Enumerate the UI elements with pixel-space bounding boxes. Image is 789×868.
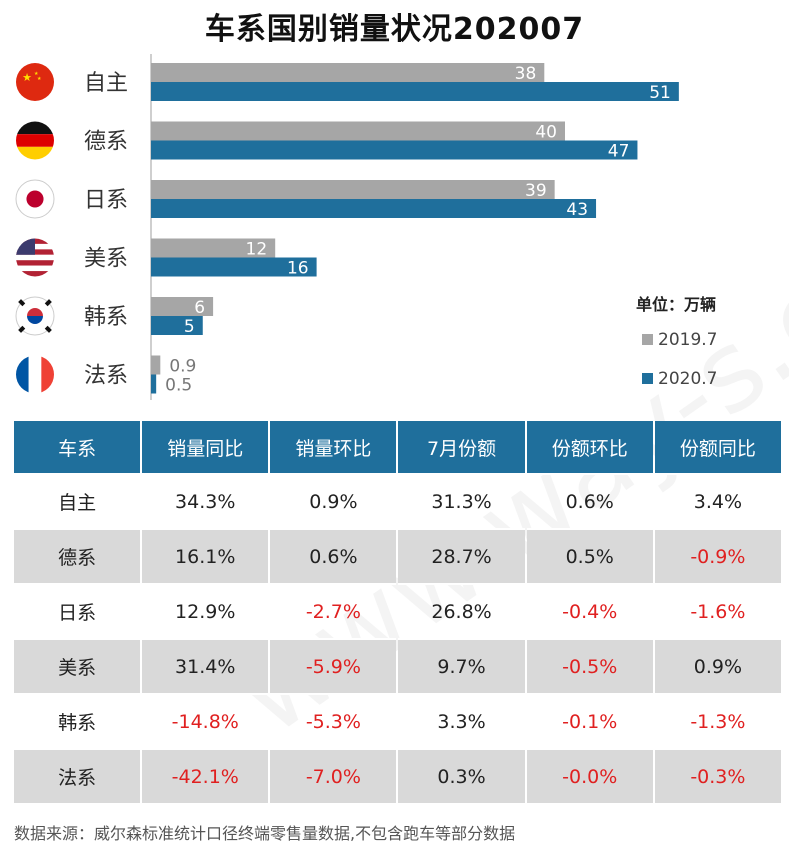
column-header: 销量环比 [270,421,397,473]
column-header: 车系 [14,421,141,473]
table-cell: 31.3% [398,473,525,528]
table-cell: -1.6% [654,583,781,638]
table-row: 美系 31.4% -5.9% 9.7% -0.5% 0.9% [14,638,781,693]
source-note: 数据来源：威尔森标准统计口径终端零售量数据,不包含跑车等部分数据 [14,824,516,843]
table-row: 自主 34.3% 0.9% 31.3% 0.6% 3.4% [14,473,781,528]
table-cell: 26.8% [398,583,525,638]
bar-2019-7 [151,238,276,258]
chart-title: 车系国别销量状况202007 [204,12,585,47]
table-cell: -0.0% [526,748,653,803]
table-cell: -2.7% [270,583,397,638]
table-cell: -0.9% [654,528,781,583]
table-header-row: 车系 销量同比 销量环比 7月份额 份额环比 份额同比 [14,421,781,473]
category-label: 自主 [84,71,128,96]
table-cell: 0.5% [526,528,653,583]
usa-flag-icon [16,238,54,277]
category-label: 德系 [84,130,128,155]
stats-table: 车系 销量同比 销量环比 7月份额 份额环比 份额同比 自主 34.3% 0.9% 31.3% 0… [12,421,783,803]
column-header: 份额环比 [526,421,653,473]
china-flag-icon: ★ ★★ [16,63,54,101]
table-cell: 0.9% [654,638,781,693]
table-row: 德系 16.1% 0.6% 28.7% 0.5% -0.9% [14,528,781,583]
category-label: 美系 [84,247,128,272]
bar-2020-7 [151,199,597,218]
table-row: 法系 -42.1% -7.0% 0.3% -0.0% -0.3% [14,748,781,803]
legend-label: 2020.7 [658,369,717,389]
table-cell: 16.1% [142,528,269,583]
table-row: 日系 12.9% -2.7% 26.8% -0.4% -1.6% [14,583,781,638]
bar-2020-7 [151,140,638,160]
row-label-cell: 德系 [14,528,141,583]
row-label-cell: 韩系 [14,693,141,748]
row-label-cell: 自主 [14,473,141,528]
table-cell: -5.9% [270,638,397,693]
table-cell: -0.4% [526,583,653,638]
table-cell: 9.7% [398,638,525,693]
data-label: 43 [566,200,588,220]
table-cell: 0.6% [270,528,397,583]
table-cell: -1.3% [654,693,781,748]
data-label: 39 [525,181,547,201]
bar-2020-7 [151,374,157,394]
row-label-cell: 美系 [14,638,141,693]
data-label: 6 [194,298,205,318]
svg-text:★: ★ [22,71,32,84]
table-cell: 31.4% [142,638,269,693]
data-label: 0.5 [165,376,192,396]
table-cell: -0.3% [654,748,781,803]
table-cell: 34.3% [142,473,269,528]
data-label: 16 [287,259,309,279]
france-flag-icon [16,355,54,394]
bar-2020-7 [151,82,679,101]
data-label: 0.9 [169,357,196,377]
column-header: 7月份额 [398,421,525,473]
table-cell: -7.0% [270,748,397,803]
unit-label: 单位：万辆 [636,295,716,314]
category-label: 韩系 [84,305,128,330]
table-cell: 28.7% [398,528,525,583]
column-header: 销量同比 [142,421,269,473]
table-cell: -14.8% [142,693,269,748]
korea-flag-icon [15,296,55,336]
table-cell: -0.1% [526,693,653,748]
data-label: 38 [515,64,537,84]
svg-text:★: ★ [37,76,42,82]
table-cell: 0.9% [270,473,397,528]
table-row: 韩系 -14.8% -5.3% 3.3% -0.1% -1.3% [14,693,781,748]
svg-text:★: ★ [34,71,39,77]
table-cell: 12.9% [142,583,269,638]
bar-2020-7 [151,257,317,277]
bar-2019-7 [151,297,214,316]
bar-2019-7 [151,180,555,199]
category-label: 日系 [84,188,128,213]
table-cell: -0.5% [526,638,653,693]
legend-swatch [642,373,653,384]
data-label: 51 [649,83,671,103]
table-cell: -42.1% [142,748,269,803]
column-header: 份额同比 [654,421,781,473]
table-cell: 3.3% [398,693,525,748]
table-cell: 3.4% [654,473,781,528]
data-label: 12 [246,240,268,260]
table-cell: 0.6% [526,473,653,528]
data-label: 47 [608,142,630,162]
legend-label: 2019.7 [658,330,717,350]
category-label: 法系 [84,364,128,389]
bar-2020-7 [151,316,203,335]
bar-2019-7 [151,121,565,141]
table-cell: -5.3% [270,693,397,748]
table-cell: 0.3% [398,748,525,803]
row-label-cell: 法系 [14,748,141,803]
bar-2019-7 [151,63,545,82]
data-label: 5 [184,317,195,337]
data-label: 40 [535,123,557,143]
legend-swatch [642,334,653,345]
japan-flag-icon [15,179,55,219]
bar-2019-7 [151,355,161,375]
row-label-cell: 日系 [14,583,141,638]
germany-flag-icon [16,121,54,160]
